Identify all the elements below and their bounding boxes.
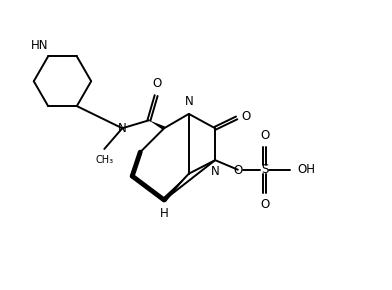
Text: N: N bbox=[185, 95, 194, 108]
Text: CH₃: CH₃ bbox=[95, 155, 113, 165]
Text: S: S bbox=[261, 163, 268, 176]
Text: N: N bbox=[118, 122, 127, 135]
Text: O: O bbox=[260, 197, 269, 211]
Text: O: O bbox=[153, 77, 162, 90]
Text: HN: HN bbox=[31, 39, 48, 52]
Polygon shape bbox=[149, 120, 165, 130]
Text: O: O bbox=[234, 164, 243, 177]
Polygon shape bbox=[162, 174, 189, 202]
Text: H: H bbox=[160, 207, 169, 220]
Text: OH: OH bbox=[298, 163, 316, 176]
Text: O: O bbox=[241, 110, 251, 123]
Text: N: N bbox=[211, 165, 220, 178]
Text: O: O bbox=[260, 129, 269, 142]
